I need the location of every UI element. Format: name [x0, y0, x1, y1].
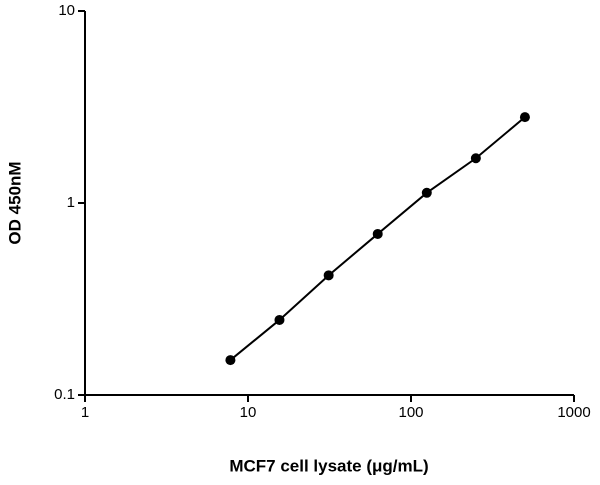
- data-point: [225, 355, 236, 366]
- data-point: [323, 270, 334, 281]
- data-point: [421, 187, 432, 198]
- data-point: [470, 153, 481, 164]
- y-tick-label: 10: [58, 2, 75, 19]
- y-axis-label: OD 450nM: [5, 161, 24, 244]
- x-tick-label: 1: [81, 404, 89, 421]
- y-tick-label: 1: [67, 194, 75, 211]
- x-tick-label: 1000: [557, 404, 590, 421]
- x-axis-label: MCF7 cell lysate (μg/mL): [229, 456, 428, 475]
- data-point: [519, 112, 530, 123]
- data-point: [274, 314, 285, 325]
- x-tick-label: 100: [398, 404, 423, 421]
- x-tick-label: 10: [240, 404, 257, 421]
- y-tick-label: 0.1: [54, 386, 75, 403]
- data-point: [372, 228, 383, 239]
